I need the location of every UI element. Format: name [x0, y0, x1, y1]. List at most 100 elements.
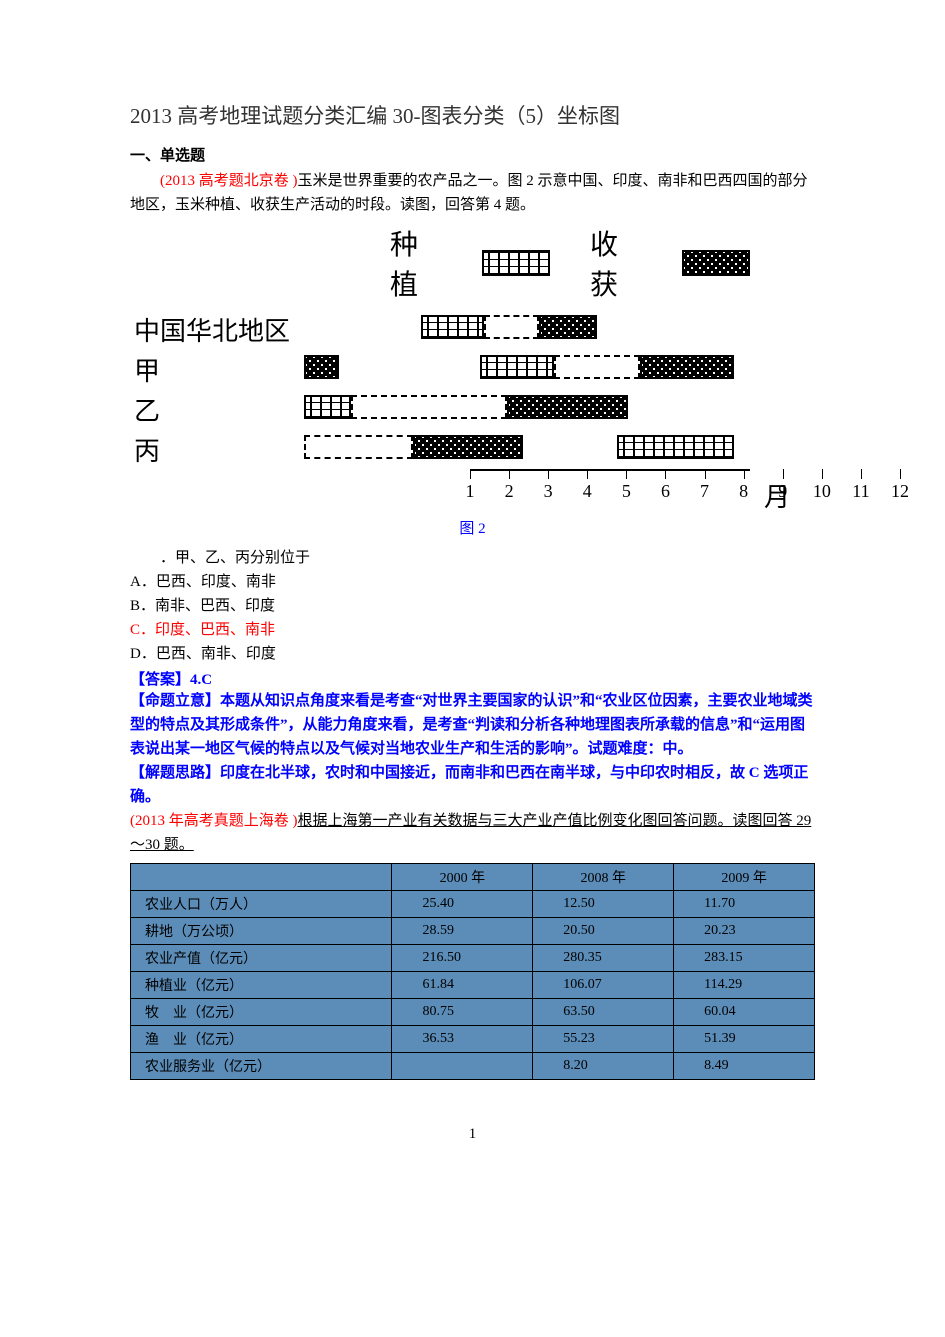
axis-tick-label: 4	[583, 481, 592, 502]
table-row-label: 农业产值（亿元）	[131, 945, 392, 972]
bar-dashed	[484, 315, 539, 339]
figure-caption: 图 2	[130, 517, 815, 538]
table-cell: 12.50	[533, 891, 674, 918]
axis-tick-label: 1	[466, 481, 475, 502]
table-row: 农业产值（亿元）216.50280.35283.15	[131, 945, 815, 972]
solve-block: 【解题思路】印度在北半球，农时和中国接近，而南非和巴西在南半球，与中印农时相反，…	[130, 761, 815, 809]
table-cell: 25.40	[392, 891, 533, 918]
bar-harvest	[413, 435, 522, 459]
axis-tick-label: 5	[622, 481, 631, 502]
axis-tick	[470, 469, 471, 479]
table-cell: 61.84	[392, 972, 533, 999]
table-row-label: 种植业（亿元）	[131, 972, 392, 999]
axis-tick-label: 2	[505, 481, 514, 502]
axis-tick-label: 11	[852, 481, 869, 502]
legend-harvest-swatch	[682, 250, 750, 276]
axis-tick	[587, 469, 588, 479]
chart-row: 丙	[130, 429, 750, 469]
bar-plant	[421, 315, 484, 339]
table-row: 渔 业（亿元）36.5355.2351.39	[131, 1026, 815, 1053]
axis-tick-label: 6	[661, 481, 670, 502]
table-cell	[392, 1053, 533, 1080]
page: 2013 高考地理试题分类汇编 30-图表分类（5）坐标图 一、单选题 (201…	[0, 0, 945, 1183]
table-row-label: 农业服务业（亿元）	[131, 1053, 392, 1080]
data-table: 2000 年2008 年2009 年农业人口（万人）25.4012.5011.7…	[130, 863, 815, 1080]
table-row: 农业人口（万人）25.4012.5011.70	[131, 891, 815, 918]
chart-row-label: 丙	[130, 431, 304, 468]
chart-track	[304, 349, 750, 389]
chart-rows: 中国华北地区甲乙丙	[130, 309, 750, 469]
axis-tick-label: 3	[544, 481, 553, 502]
table-cell: 28.59	[392, 918, 533, 945]
table-cell: 283.15	[674, 945, 815, 972]
table-cell: 55.23	[533, 1026, 674, 1053]
axis-tick	[626, 469, 627, 479]
table-row: 耕地（万公顷）28.5920.5020.23	[131, 918, 815, 945]
table-cell: 106.07	[533, 972, 674, 999]
purpose-block: 【命题立意】本题从知识点角度来看是考查“对世界主要国家的认识”和“农业区位因素，…	[130, 689, 815, 761]
table-cell: 20.50	[533, 918, 674, 945]
doc-title: 2013 高考地理试题分类汇编 30-图表分类（5）坐标图	[130, 100, 815, 130]
option-d: D．巴西、南非、印度	[130, 642, 815, 666]
chart-track	[304, 309, 750, 349]
axis-tick	[822, 469, 823, 479]
option-b: B．南非、巴西、印度	[130, 594, 815, 618]
bar-harvest	[640, 355, 734, 379]
table-row-label: 牧 业（亿元）	[131, 999, 392, 1026]
q2-source: (2013 年高考真题上海卷 )	[130, 813, 298, 829]
chart-row-label: 乙	[130, 391, 304, 428]
chart-track	[304, 389, 750, 429]
bar-dashed	[554, 355, 640, 379]
chart-legend: 种植 收获	[390, 223, 750, 303]
q1-stem: (2013 高考题北京卷 )玉米是世界重要的农产品之一。图 2 示意中国、印度、…	[130, 169, 815, 217]
table-row-label: 农业人口（万人）	[131, 891, 392, 918]
axis-tick	[548, 469, 549, 479]
axis-tick	[861, 469, 862, 479]
table-row-label: 渔 业（亿元）	[131, 1026, 392, 1053]
table-cell: 36.53	[392, 1026, 533, 1053]
table-row: 种植业（亿元）61.84106.07114.29	[131, 972, 815, 999]
axis-tick	[665, 469, 666, 479]
axis-tick-label: 12	[891, 481, 909, 502]
chart-row-label: 甲	[130, 351, 304, 388]
bar-harvest	[304, 355, 339, 379]
table-cell: 51.39	[674, 1026, 815, 1053]
bar-harvest	[539, 315, 598, 339]
table-header-cell: 2000 年	[392, 864, 533, 891]
table-row-label: 耕地（万公顷）	[131, 918, 392, 945]
table-cell: 11.70	[674, 891, 815, 918]
table-cell: 216.50	[392, 945, 533, 972]
q1-prompt: ．甲、乙、丙分别位于	[130, 546, 815, 570]
chart-row: 乙	[130, 389, 750, 429]
q1-source: (2013 高考题北京卷 )	[160, 173, 298, 189]
axis-tick-label: 9	[778, 481, 787, 502]
axis-tick	[744, 469, 745, 479]
table-cell: 8.20	[533, 1053, 674, 1080]
axis-tick	[509, 469, 510, 479]
answer: 【答案】4.C	[130, 668, 815, 689]
legend-plant-label: 种植	[390, 223, 442, 303]
bar-plant	[480, 355, 554, 379]
solve-text: 印度在北半球，农时和中国接近，而南非和巴西在南半球，与中印农时相反，故 C 选项…	[130, 765, 808, 805]
axis-tick	[900, 469, 901, 479]
table-header-cell	[131, 864, 392, 891]
page-number: 1	[130, 1126, 815, 1143]
legend-plant-swatch	[482, 250, 550, 276]
chart-axis: 月 123456789101112	[470, 469, 750, 513]
table-cell: 8.49	[674, 1053, 815, 1080]
table-row: 农业服务业（亿元） 8.208.49	[131, 1053, 815, 1080]
table-cell: 114.29	[674, 972, 815, 999]
bar-harvest	[507, 395, 628, 419]
q2-stem: (2013 年高考真题上海卷 )根据上海第一产业有关数据与三大产业产值比例变化图…	[130, 809, 815, 857]
bar-plant	[304, 395, 351, 419]
legend-harvest-label: 收获	[590, 223, 642, 303]
chart-row-label: 中国华北地区	[130, 311, 304, 348]
axis-tick-label: 7	[700, 481, 709, 502]
table-cell: 80.75	[392, 999, 533, 1026]
axis-tick-label: 10	[813, 481, 831, 502]
axis-tick	[783, 469, 784, 479]
chart-row: 甲	[130, 349, 750, 389]
axis-tick	[705, 469, 706, 479]
table-row: 牧 业（亿元）80.7563.5060.04	[131, 999, 815, 1026]
timeline-chart: 种植 收获 中国华北地区甲乙丙 月 123456789101112	[130, 223, 750, 513]
